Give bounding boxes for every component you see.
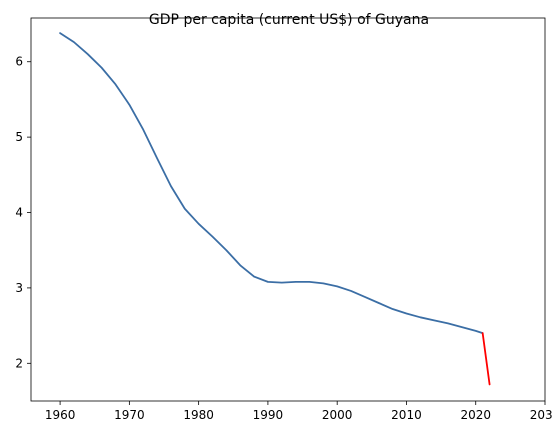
x-tick-label: 2030 bbox=[530, 408, 552, 422]
y-tick-label: 3 bbox=[15, 281, 23, 295]
x-tick-label: 2010 bbox=[391, 408, 422, 422]
plot-frame bbox=[30, 17, 546, 402]
x-tick-label: 2000 bbox=[322, 408, 353, 422]
x-axis: 1960 1970 1980 1990 2000 2010 2020 2030 bbox=[45, 401, 552, 422]
plot-lines bbox=[59, 32, 491, 386]
x-tick-label: 1970 bbox=[114, 408, 145, 422]
y-axis: 2 3 4 5 6 bbox=[15, 55, 31, 370]
series-line-tail bbox=[481, 332, 491, 386]
x-tick-label: 1960 bbox=[45, 408, 76, 422]
x-tick-label: 1990 bbox=[253, 408, 284, 422]
x-tick-label: 1980 bbox=[183, 408, 214, 422]
y-tick-label: 6 bbox=[15, 55, 23, 69]
y-tick-label: 2 bbox=[15, 356, 23, 370]
y-tick-label: 4 bbox=[15, 206, 23, 220]
series-line-main bbox=[59, 32, 484, 335]
y-tick-label: 5 bbox=[15, 130, 23, 144]
chart-title: GDP per capita (current US$) of Guyana bbox=[149, 12, 429, 28]
x-tick-label: 2020 bbox=[460, 408, 491, 422]
